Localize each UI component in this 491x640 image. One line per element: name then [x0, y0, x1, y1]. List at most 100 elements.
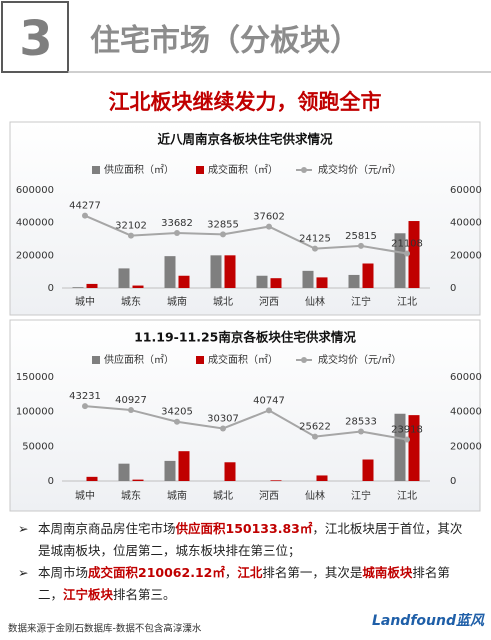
- data-label: 28533: [345, 417, 377, 428]
- y2-tick-label: 40000: [450, 407, 482, 418]
- price-marker: [358, 242, 364, 249]
- bullet-list: 本周南京商品房住宅市场供应面积150133.83㎡，江北板块居于首位，其次是城南…: [18, 518, 473, 606]
- section-title: 住宅市场（分板块）: [90, 24, 360, 59]
- bar: [164, 460, 176, 481]
- data-label: 21108: [391, 239, 423, 250]
- bar: [256, 275, 268, 288]
- y2-tick-label: 40000: [450, 218, 482, 229]
- y-tick-label: 600000: [16, 185, 54, 196]
- number-box: [1, 1, 69, 73]
- price-marker: [266, 407, 272, 414]
- price-marker: [312, 433, 318, 440]
- highlight-text: 江宁板块: [63, 587, 114, 602]
- y-tick-label: 150000: [16, 372, 54, 383]
- price-marker: [174, 229, 180, 236]
- bar: [408, 415, 420, 481]
- legend-label: 成交均价（元/㎡）: [318, 163, 401, 176]
- legend-swatch: [196, 166, 204, 174]
- bullet: 本周南京商品房住宅市场供应面积150133.83㎡，江北板块居于首位，其次是城南…: [18, 518, 473, 562]
- y-tick-label: 100000: [16, 407, 54, 418]
- legend-label: 成交面积（㎡）: [208, 163, 278, 176]
- bar: [72, 287, 84, 288]
- bullet-text: 本周市场: [38, 565, 89, 580]
- price-line: [84, 214, 408, 255]
- x-tick-label: 江宁: [351, 295, 371, 308]
- bar: [270, 278, 282, 288]
- bar: [362, 263, 374, 288]
- y-tick-label: 0: [48, 476, 54, 487]
- bar: [302, 270, 314, 288]
- price-marker: [82, 212, 88, 219]
- y2-tick-label: 20000: [450, 250, 482, 261]
- price-marker: [312, 245, 318, 252]
- section-number: 3: [19, 11, 52, 67]
- chart-frame: [9, 121, 481, 316]
- highlight-text: 江北: [237, 565, 263, 580]
- bar: [348, 274, 360, 288]
- data-label: 33682: [161, 218, 193, 229]
- data-label: 37602: [253, 212, 285, 223]
- data-label: 44277: [69, 201, 101, 212]
- price-line: [84, 405, 408, 441]
- data-label: 24125: [299, 234, 331, 245]
- price-marker: [220, 231, 226, 238]
- legend-label: 供应面积（㎡）: [104, 163, 174, 176]
- data-label: 32855: [207, 219, 239, 230]
- bar: [118, 463, 130, 481]
- x-tick-label: 城南: [167, 295, 187, 308]
- bar: [224, 255, 236, 288]
- chart-title: 近八周南京各板块住宅供求情况: [157, 132, 333, 147]
- bar: [394, 233, 406, 288]
- legend-swatch: [92, 356, 100, 364]
- price-marker: [404, 250, 410, 257]
- bar: [224, 462, 236, 481]
- x-tick-label: 江北: [397, 296, 417, 308]
- data-label: 32102: [115, 221, 147, 232]
- legend-swatch: [196, 356, 204, 364]
- headline: 江北板块继续发力，领跑全市: [109, 90, 382, 114]
- bar: [408, 221, 420, 288]
- y-tick-label: 50000: [22, 441, 54, 452]
- y-tick-label: 0: [48, 283, 54, 294]
- legend-label: 供应面积（㎡）: [104, 353, 174, 366]
- data-label: 25622: [299, 422, 331, 433]
- price-marker: [358, 428, 364, 435]
- x-tick-label: 江北: [397, 490, 417, 502]
- highlight-text: 城南板块: [362, 565, 413, 580]
- bar: [178, 275, 190, 288]
- bullet-text: 本周南京商品房住宅市场: [38, 521, 176, 536]
- source-note: 数据来源于金刚石数据库-数据不包含高淳溧水: [8, 623, 202, 635]
- x-tick-label: 城中: [75, 295, 95, 308]
- bullet: 本周市场成交面积210062.12㎡，江北排名第一，其次是城南板块排名第二，江宁…: [18, 562, 473, 606]
- bar: [118, 268, 130, 288]
- logo: Landfound蓝风: [372, 612, 485, 629]
- bar: [132, 479, 144, 481]
- legend-marker: [301, 357, 307, 363]
- bar: [316, 277, 328, 288]
- x-tick-label: 城北: [213, 490, 233, 502]
- x-tick-label: 河西: [259, 490, 279, 502]
- data-label: 25815: [345, 231, 377, 242]
- price-marker: [174, 418, 180, 425]
- data-label: 43231: [69, 391, 101, 402]
- bullet-text: 排名第二，: [38, 565, 450, 602]
- data-label: 34205: [161, 407, 193, 418]
- data-label: 30307: [207, 413, 239, 424]
- data-label: 40747: [253, 395, 285, 406]
- bar: [210, 255, 222, 288]
- price-marker: [220, 425, 226, 432]
- price-marker: [128, 407, 134, 414]
- bar: [132, 285, 144, 288]
- x-tick-label: 城东: [121, 295, 141, 308]
- highlight-text: 成交面积210062.12㎡: [88, 565, 225, 580]
- bullet-text: 排名第一，其次是: [262, 565, 363, 580]
- x-tick-label: 仙林: [305, 295, 325, 308]
- bar: [316, 475, 328, 481]
- y2-tick-label: 60000: [450, 185, 482, 196]
- price-marker: [404, 436, 410, 443]
- bullet-text: ，: [224, 565, 238, 580]
- price-marker: [128, 232, 134, 239]
- bar: [86, 476, 98, 481]
- x-tick-label: 仙林: [305, 489, 325, 502]
